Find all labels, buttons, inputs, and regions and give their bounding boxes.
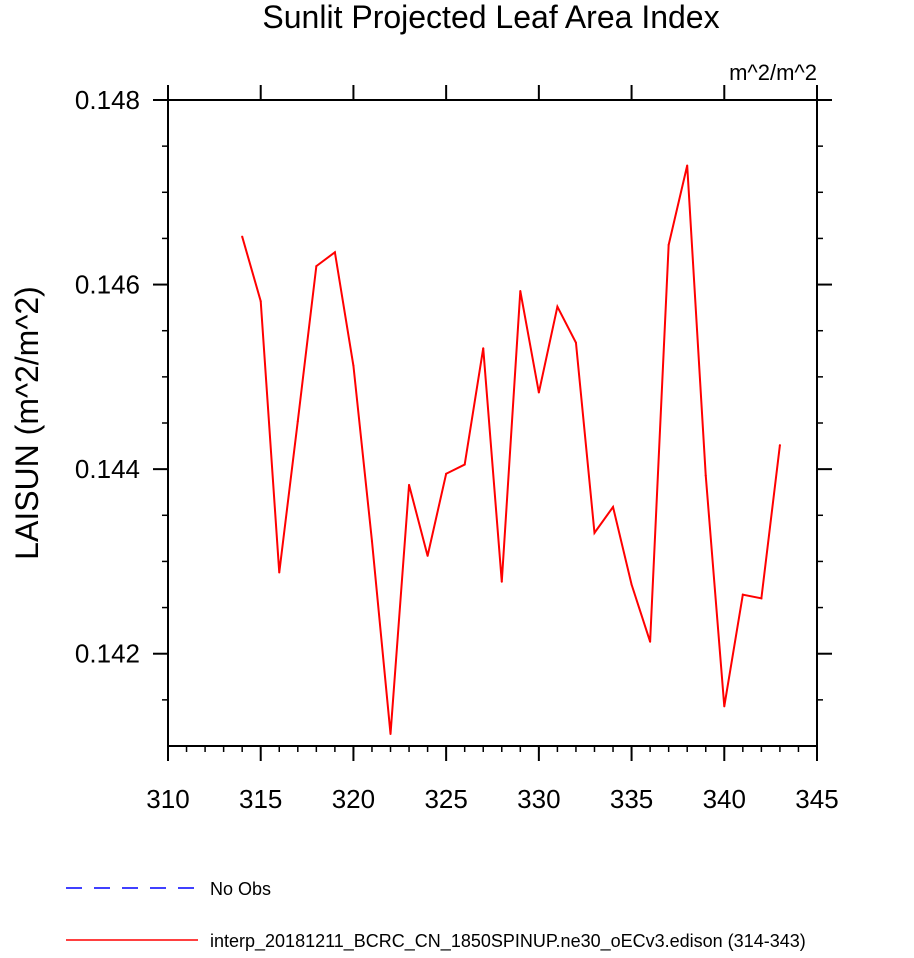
data-point <box>704 474 707 477</box>
y-tick-label: 0.146 <box>75 270 140 300</box>
series-line <box>241 165 781 735</box>
data-point <box>723 705 726 708</box>
axis-tick-labels: 310 315 320 325 330 335 340 345 0.142 0.144 0.146 0… <box>75 85 839 814</box>
data-point <box>370 540 373 543</box>
x-tick-label: 315 <box>239 784 282 814</box>
data-point <box>760 597 763 600</box>
data-point <box>426 554 429 557</box>
data-point <box>315 265 318 268</box>
x-tick-label: 310 <box>146 784 189 814</box>
data-point <box>556 305 559 308</box>
data-point <box>482 347 485 350</box>
data-point <box>259 300 262 303</box>
data-point <box>612 505 615 508</box>
data-point <box>352 364 355 367</box>
y-tick-label: 0.142 <box>75 639 140 669</box>
data-point <box>389 733 392 736</box>
data-point <box>649 640 652 643</box>
data-point <box>333 251 336 254</box>
y-tick-label: 0.148 <box>75 85 140 115</box>
legend-label-model: interp_20181211_BCRC_CN_1850SPINUP.ne30_… <box>210 931 806 952</box>
axis-ticks <box>153 85 832 761</box>
data-point <box>686 164 689 167</box>
plot-frame <box>167 99 818 747</box>
x-tick-label: 340 <box>703 784 746 814</box>
data-point <box>445 472 448 475</box>
data-point <box>241 235 244 238</box>
plot-series <box>241 164 781 736</box>
x-tick-label: 325 <box>424 784 467 814</box>
legend: No Obs interp_20181211_BCRC_CN_1850SPINU… <box>66 879 806 952</box>
x-tick-label: 345 <box>795 784 838 814</box>
data-point <box>296 420 299 423</box>
data-point <box>278 571 281 574</box>
data-point <box>537 391 540 394</box>
y-axis-label: LAISUN (m^2/m^2) <box>9 286 45 560</box>
data-point <box>667 243 670 246</box>
x-tick-label: 335 <box>610 784 653 814</box>
legend-label-obs: No Obs <box>210 879 271 899</box>
data-point <box>519 290 522 293</box>
data-point <box>574 341 577 344</box>
data-point <box>500 580 503 583</box>
data-point <box>741 593 744 596</box>
y-tick-label: 0.144 <box>75 454 140 484</box>
data-point <box>463 463 466 466</box>
x-tick-label: 330 <box>517 784 560 814</box>
data-point <box>778 444 781 447</box>
data-point <box>408 483 411 486</box>
data-point <box>630 583 633 586</box>
x-tick-label: 320 <box>332 784 375 814</box>
data-point <box>593 531 596 534</box>
chart-title: Sunlit Projected Leaf Area Index <box>262 0 719 35</box>
units-label: m^2/m^2 <box>729 60 817 85</box>
